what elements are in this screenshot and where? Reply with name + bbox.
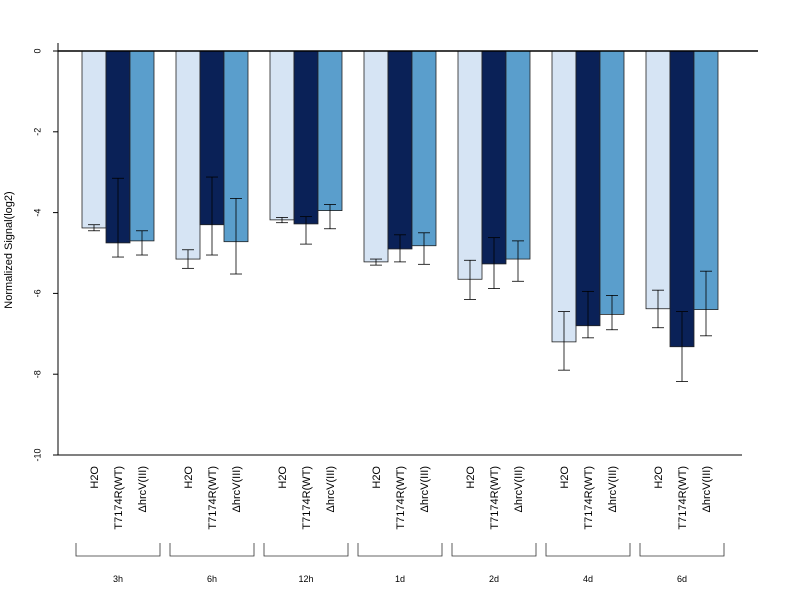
bar bbox=[575, 50, 601, 327]
bar bbox=[505, 50, 531, 260]
group-bracket bbox=[545, 543, 631, 557]
y-tick-label: -2 bbox=[32, 128, 42, 136]
group-label: 4d bbox=[583, 574, 593, 584]
bar-label: T7174R(WT) bbox=[113, 466, 125, 530]
bar bbox=[317, 50, 343, 211]
bar bbox=[693, 50, 719, 310]
bar-label: ΔhrcV(III) bbox=[137, 466, 149, 512]
bar bbox=[645, 50, 671, 310]
bar-label: ΔhrcV(III) bbox=[231, 466, 243, 512]
bar bbox=[457, 50, 483, 280]
group-label: 1d bbox=[395, 574, 405, 584]
bar bbox=[269, 50, 295, 221]
y-tick-label: -4 bbox=[32, 209, 42, 217]
bar bbox=[129, 50, 155, 242]
bar bbox=[481, 50, 507, 265]
group-label: 6d bbox=[677, 574, 687, 584]
bar-label: T7174R(WT) bbox=[301, 466, 313, 530]
bar-label: T7174R(WT) bbox=[207, 466, 219, 530]
bar bbox=[669, 50, 695, 348]
group-label: 6h bbox=[207, 574, 217, 584]
bar bbox=[363, 50, 389, 263]
bar-label: H2O bbox=[183, 466, 195, 489]
y-axis-label: Normalized Signal(log2) bbox=[3, 191, 15, 308]
y-tick-label: -8 bbox=[32, 370, 42, 378]
y-tick-label: -10 bbox=[32, 448, 42, 461]
y-tick-label: -6 bbox=[32, 289, 42, 297]
group-bracket bbox=[169, 543, 255, 557]
bar-label: H2O bbox=[653, 466, 665, 489]
bar-label: T7174R(WT) bbox=[489, 466, 501, 530]
bar bbox=[293, 50, 319, 225]
bar-label: ΔhrcV(III) bbox=[607, 466, 619, 512]
bar-label: ΔhrcV(III) bbox=[701, 466, 713, 512]
group-bracket bbox=[357, 543, 443, 557]
bar-label: T7174R(WT) bbox=[395, 466, 407, 530]
group-label: 12h bbox=[298, 574, 313, 584]
group-bracket bbox=[451, 543, 537, 557]
y-tick-label: 0 bbox=[32, 48, 42, 53]
bar-label: T7174R(WT) bbox=[677, 466, 689, 530]
bar-label: H2O bbox=[559, 466, 571, 489]
bar-label: H2O bbox=[89, 466, 101, 489]
group-bracket bbox=[639, 543, 725, 557]
bar-label: H2O bbox=[371, 466, 383, 489]
group-bracket bbox=[75, 543, 161, 557]
bar bbox=[551, 50, 577, 343]
bar-label: ΔhrcV(III) bbox=[419, 466, 431, 512]
group-label: 3h bbox=[113, 574, 123, 584]
bar bbox=[175, 50, 201, 260]
bar bbox=[387, 50, 413, 250]
bar bbox=[599, 50, 625, 315]
bar-label: ΔhrcV(III) bbox=[513, 466, 525, 512]
bar-label: T7174R(WT) bbox=[583, 466, 595, 530]
group-bracket bbox=[263, 543, 349, 557]
bar-label: ΔhrcV(III) bbox=[325, 466, 337, 512]
bar-label: H2O bbox=[277, 466, 289, 489]
bar-label: H2O bbox=[465, 466, 477, 489]
group-label: 2d bbox=[489, 574, 499, 584]
bar bbox=[411, 50, 437, 247]
bar bbox=[81, 50, 107, 229]
